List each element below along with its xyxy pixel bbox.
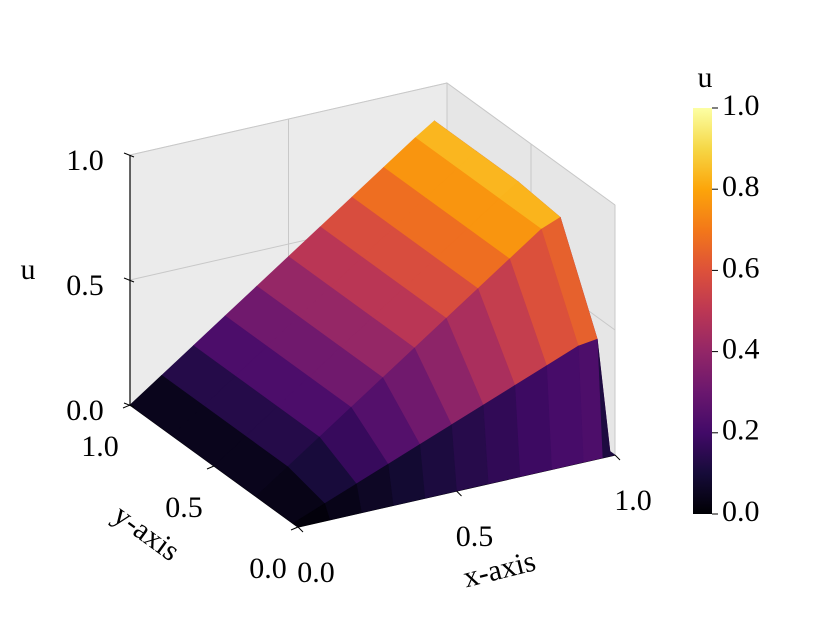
x-tick-label: 1.0 [614,484,652,517]
colorbar-tick-label: 0.4 [722,332,760,365]
colorbar-label: u [698,61,713,94]
y-tick-label: 1.0 [81,430,119,463]
z-tick [123,277,135,283]
colorbar-tick-label: 0.2 [722,414,760,447]
y-tick [122,404,131,409]
y-tick-label: 0.0 [249,552,287,585]
grid-line [446,82,616,206]
z-tick-label: 0.0 [66,394,104,427]
x-tick [297,526,304,533]
colorbar [693,108,712,514]
y-tick [206,465,215,470]
z-axis-label: u [21,253,36,286]
y-tick [290,526,299,531]
z-tick [123,402,135,408]
surface-patch [514,365,552,477]
colorbar-tick-label: 1.0 [722,89,760,122]
colorbar-tick-label: 0.0 [722,495,760,528]
z-tick-label: 1.0 [66,144,104,177]
y-tick-label: 0.5 [165,491,203,524]
surface-patch [292,503,331,528]
x-tick [614,454,621,461]
x-tick-label: 0.5 [456,520,494,553]
grid-line [129,82,448,156]
colorbar-tick-label: 0.6 [722,251,760,284]
x-tick-label: 0.0 [297,556,335,589]
colorbar-tick-label: 0.8 [722,170,760,203]
z-tick [123,152,135,158]
x-tick [456,490,462,497]
z-tick-label: 0.5 [66,269,104,302]
surface-patch [546,345,584,470]
